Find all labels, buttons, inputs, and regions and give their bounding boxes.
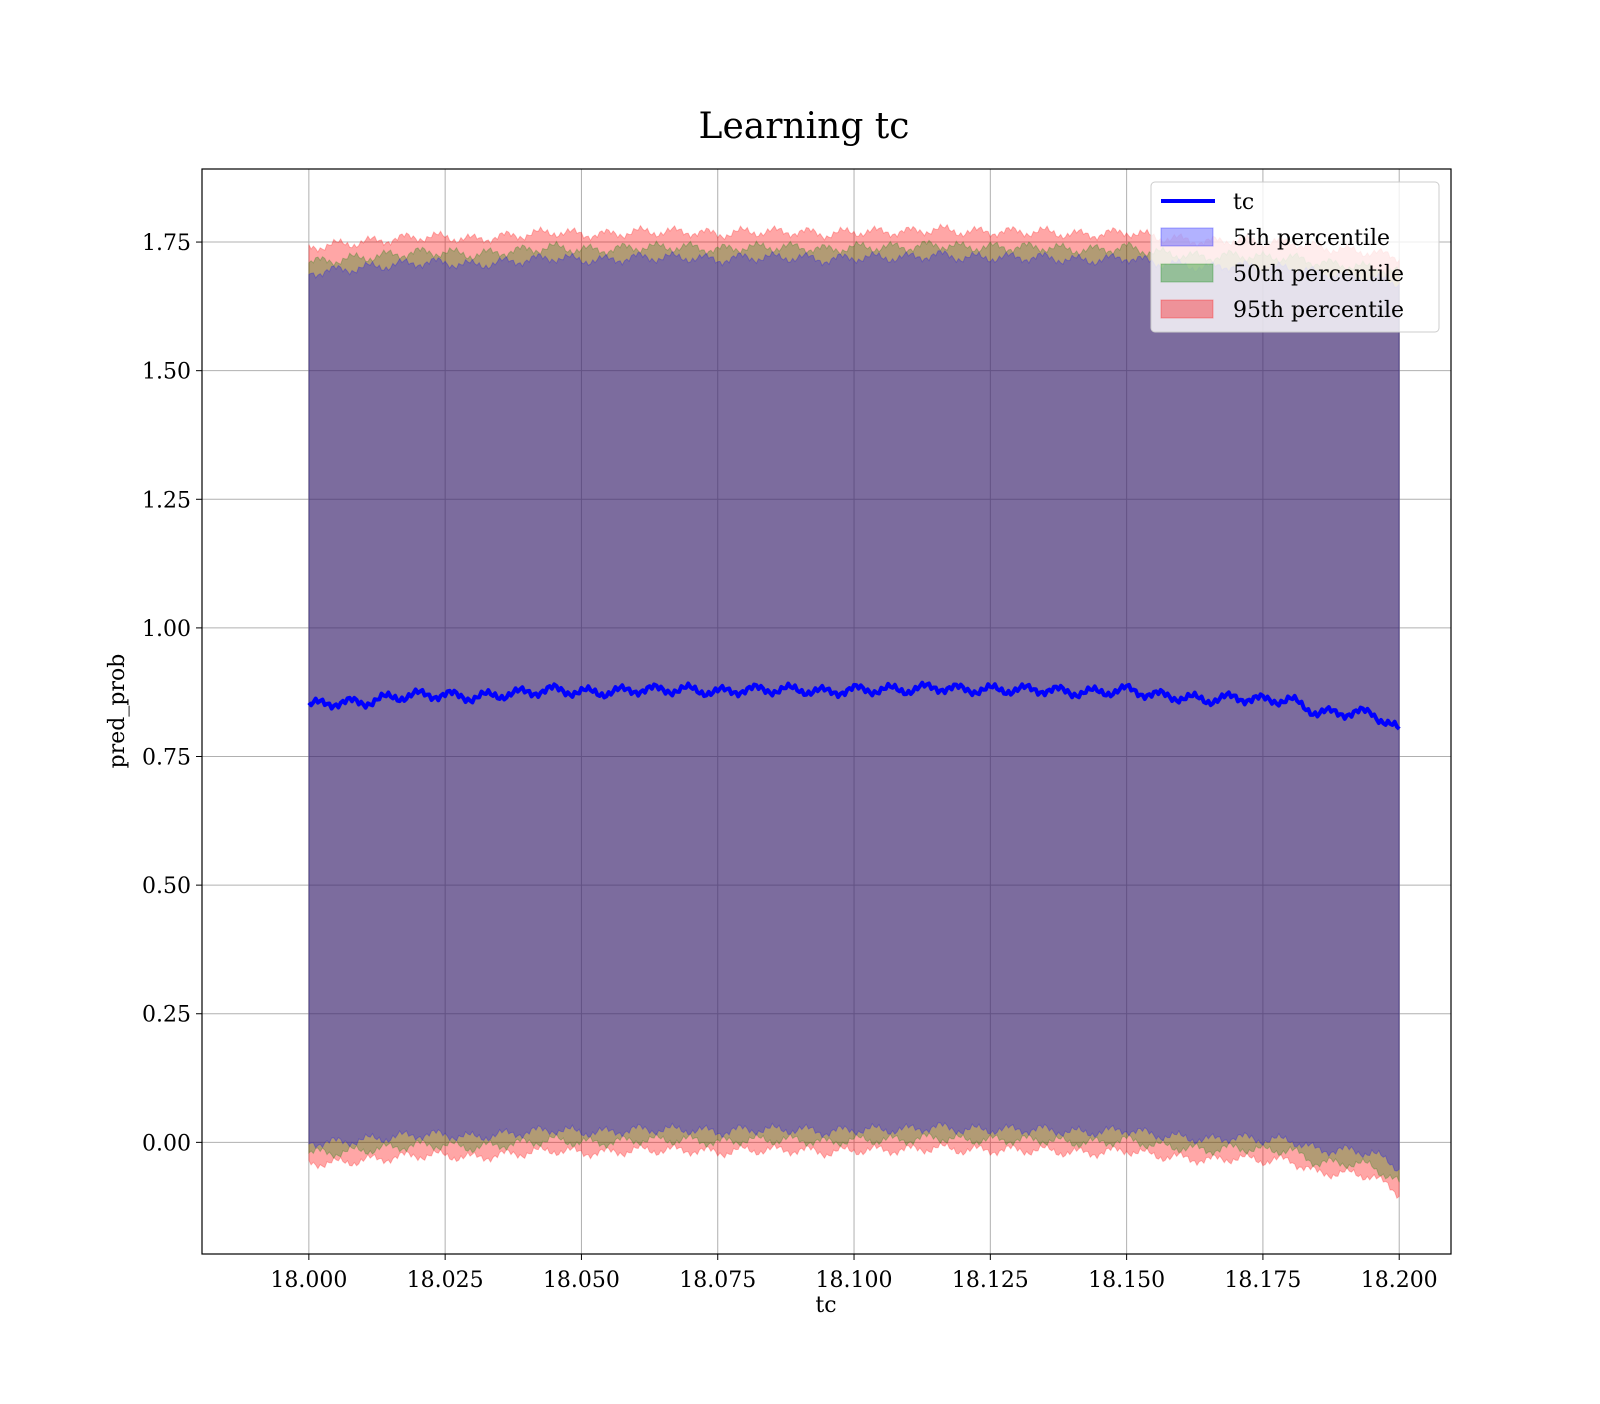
y-tick-label: 0.25: [142, 1003, 191, 1028]
series-line-tc: [307, 680, 1401, 731]
legend: tc 5th percentile 50th percentile 95th p…: [1150, 181, 1440, 333]
legend-swatch-95th: [1160, 299, 1214, 319]
y-tick-label: 1.50: [142, 360, 191, 385]
legend-label-50th: 50th percentile: [1233, 262, 1404, 287]
x-tick-label: 18.025: [407, 1268, 484, 1293]
x-tick-label: 18.100: [816, 1268, 893, 1293]
plot-frame: [201, 168, 1452, 1255]
band-2: [308, 239, 1400, 1183]
x-tick-label: 18.050: [543, 1268, 620, 1293]
y-tick-label: 0.50: [142, 874, 191, 899]
y-tick-label: 1.00: [142, 617, 191, 642]
x-axis-title: tc: [815, 1293, 836, 1318]
chart-title: Learning tc: [699, 106, 910, 147]
y-tick-label: 0.75: [142, 746, 191, 771]
x-axis: 18.000 18.025 18.050 18.075 18.100 18.125 18.1…: [270, 1254, 1438, 1293]
x-tick-label: 18.150: [1088, 1268, 1165, 1293]
grid-layer: [202, 169, 1451, 1254]
x-tick-label: 18.000: [270, 1268, 347, 1293]
y-tick-label: 1.25: [142, 488, 191, 513]
x-tick-label: 18.075: [679, 1268, 756, 1293]
y-axis-title: pred_prob: [105, 654, 130, 769]
y-tick-label: 0.00: [142, 1131, 191, 1156]
y-axis: 0.00 0.25 0.50 0.75 1.00 1.25 1.50 1.75: [142, 231, 202, 1156]
band-3: [308, 223, 1400, 1200]
y-tick-label: 1.75: [142, 231, 191, 256]
x-tick-label: 18.200: [1361, 1268, 1438, 1293]
legend-label-95th: 95th percentile: [1233, 298, 1404, 323]
x-tick-label: 18.175: [1224, 1268, 1301, 1293]
band-layer: [308, 223, 1400, 1200]
legend-swatch-5th: [1160, 227, 1214, 247]
legend-label-tc: tc: [1233, 190, 1254, 215]
legend-frame: [1150, 181, 1440, 333]
legend-label-5th: 5th percentile: [1233, 226, 1390, 251]
legend-swatch-50th: [1160, 263, 1214, 283]
line-layer: [307, 680, 1401, 731]
band-1: [308, 250, 1400, 1172]
x-tick-label: 18.125: [952, 1268, 1029, 1293]
